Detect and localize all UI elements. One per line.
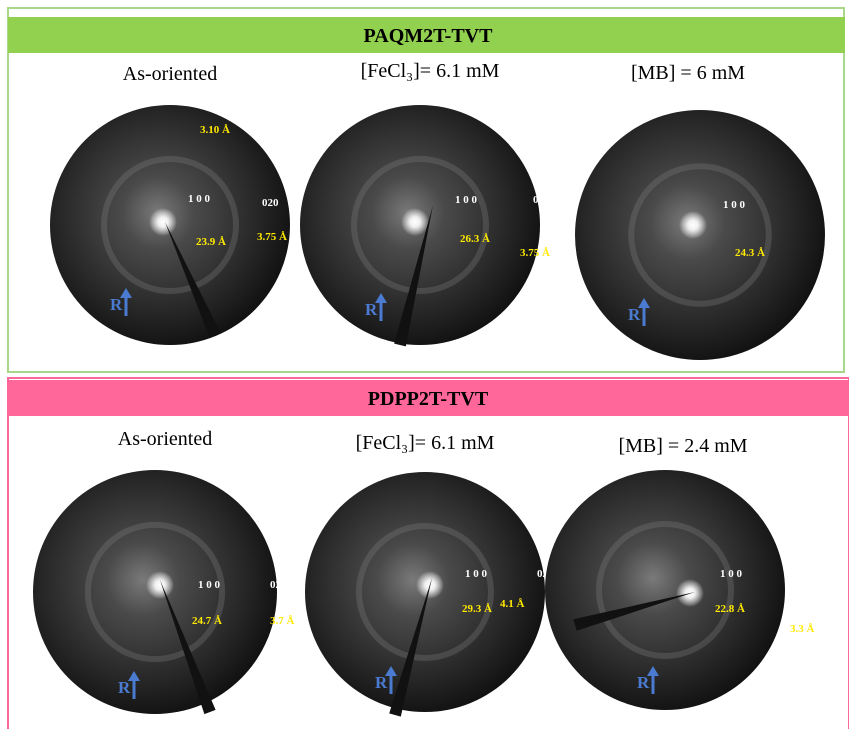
reflection-label: 020 — [533, 194, 550, 206]
reflection-label: 020 — [262, 197, 279, 209]
figure: PAQM2T-TVT PDPP2T-TVT As-oriented 3.10 Å 1… — [0, 0, 849, 729]
reflection-label: 22.8 Å — [715, 603, 745, 615]
pattern-title: [FeCl₃]= 6.1 mM — [356, 432, 495, 454]
pattern-title: [MB] = 2.4 mM — [618, 435, 747, 457]
pattern-title: As-oriented — [123, 63, 217, 85]
reflection-label: 24.7 Å — [192, 615, 222, 627]
beam-spot — [679, 211, 707, 239]
reflection-label: 1 0 0 — [465, 568, 488, 580]
reflection-label: 24.3 Å — [735, 247, 765, 259]
beam-spot — [401, 208, 429, 236]
diffraction-disk — [545, 470, 785, 710]
reflection-label: 3.75 Å — [257, 231, 287, 243]
beam-spot — [146, 571, 174, 599]
reflection-label: 3.3 Å — [790, 623, 815, 635]
pattern-title: [FeCl₃]= 6.1 mM — [361, 60, 500, 82]
reflection-label: 1 0 0 — [723, 199, 746, 211]
reflection-label: 1 0 0 — [198, 579, 221, 591]
reflection-label: 3.75 Å — [520, 247, 550, 259]
reflection-label: 29.3 Å — [462, 603, 492, 615]
reflection-label: 020 — [800, 568, 817, 580]
reflection-label: 020 — [270, 579, 287, 591]
beam-spot — [676, 579, 704, 607]
reflection-label: 1 0 0 — [720, 568, 743, 580]
reflection-label: 23.9 Å — [196, 236, 226, 248]
reflection-label: 1 0 0 — [455, 194, 478, 206]
pattern-title: [MB] = 6 mM — [631, 62, 745, 84]
pattern-title: As-oriented — [118, 428, 212, 450]
reflection-label: 3.7 Å — [270, 615, 295, 627]
reflection-label: 4.1 Å — [500, 598, 525, 610]
reflection-label: 3.10 Å — [200, 124, 230, 136]
reflection-label: 26.3 Å — [460, 233, 490, 245]
beam-spot — [149, 208, 177, 236]
panel-header: PAQM2T-TVT — [364, 25, 494, 47]
reflection-label: 1 0 0 — [188, 193, 211, 205]
panel-header: PDPP2T-TVT — [368, 388, 489, 410]
